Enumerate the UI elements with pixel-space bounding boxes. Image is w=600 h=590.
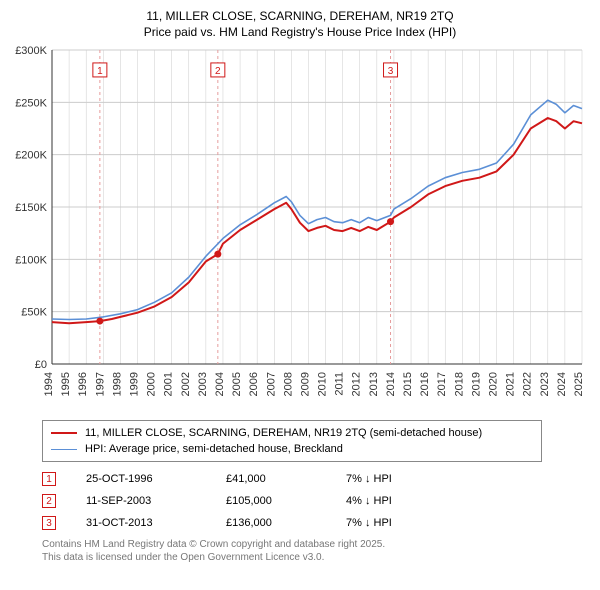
svg-text:2010: 2010 (317, 372, 329, 396)
svg-text:2001: 2001 (163, 372, 175, 396)
event-date: 11-SEP-2003 (86, 495, 226, 507)
event-row: 2 11-SEP-2003£105,0004% ↓ HPI (42, 490, 588, 512)
svg-text:2004: 2004 (214, 372, 226, 396)
event-hpi: 7% ↓ HPI (346, 473, 466, 485)
footer-line2: This data is licensed under the Open Gov… (42, 551, 588, 564)
event-hpi: 7% ↓ HPI (346, 517, 466, 529)
svg-text:1998: 1998 (111, 372, 123, 396)
svg-text:2002: 2002 (180, 372, 192, 396)
svg-text:2009: 2009 (299, 372, 311, 396)
event-marker-box: 2 (42, 494, 56, 508)
event-date: 31-OCT-2013 (86, 517, 226, 529)
svg-text:£200K: £200K (15, 150, 47, 162)
svg-text:2007: 2007 (265, 372, 277, 396)
svg-text:2014: 2014 (385, 372, 397, 396)
svg-text:2016: 2016 (419, 372, 431, 396)
title-block: 11, MILLER CLOSE, SCARNING, DEREHAM, NR1… (12, 8, 588, 40)
title-line2: Price paid vs. HM Land Registry's House … (12, 24, 588, 40)
legend: 11, MILLER CLOSE, SCARNING, DEREHAM, NR1… (42, 420, 542, 462)
svg-text:1997: 1997 (94, 372, 106, 396)
legend-swatch (51, 432, 77, 434)
svg-text:2000: 2000 (146, 372, 158, 396)
chart-area: £0 £50K £100K £150K £200K £250K £300K 1 2 3 1994 19… (12, 44, 588, 414)
svg-text:2013: 2013 (368, 372, 380, 396)
svg-text:2023: 2023 (539, 372, 551, 396)
svg-text:2018: 2018 (453, 372, 465, 396)
event-date: 25-OCT-1996 (86, 473, 226, 485)
svg-text:1994: 1994 (43, 372, 55, 396)
title-line1: 11, MILLER CLOSE, SCARNING, DEREHAM, NR1… (12, 8, 588, 24)
svg-text:2019: 2019 (470, 372, 482, 396)
svg-text:2: 2 (215, 66, 221, 77)
svg-text:2015: 2015 (402, 372, 414, 396)
event-marker-box: 1 (42, 472, 56, 486)
svg-text:£0: £0 (35, 359, 47, 371)
event-marker-box: 3 (42, 516, 56, 530)
event-hpi: 4% ↓ HPI (346, 495, 466, 507)
chart-container: 11, MILLER CLOSE, SCARNING, DEREHAM, NR1… (0, 0, 600, 590)
svg-text:2008: 2008 (282, 372, 294, 396)
event-table: 125-OCT-1996£41,0007% ↓ HPI211-SEP-2003£… (42, 468, 588, 534)
svg-text:2024: 2024 (556, 372, 568, 396)
svg-text:2005: 2005 (231, 372, 243, 396)
svg-text:2003: 2003 (197, 372, 209, 396)
event-price: £41,000 (226, 473, 346, 485)
svg-text:1995: 1995 (60, 372, 72, 396)
svg-text:1: 1 (97, 66, 103, 77)
legend-swatch (51, 449, 77, 451)
svg-text:2011: 2011 (334, 372, 346, 396)
event-price: £105,000 (226, 495, 346, 507)
event-price: £136,000 (226, 517, 346, 529)
svg-text:2006: 2006 (248, 372, 260, 396)
svg-text:1999: 1999 (128, 372, 140, 396)
svg-text:2021: 2021 (505, 372, 517, 396)
svg-text:2025: 2025 (573, 372, 585, 396)
legend-row: 11, MILLER CLOSE, SCARNING, DEREHAM, NR1… (51, 425, 533, 441)
legend-row: HPI: Average price, semi-detached house,… (51, 441, 533, 457)
svg-text:£100K: £100K (15, 255, 47, 267)
event-row: 1 25-OCT-1996£41,0007% ↓ HPI (42, 468, 588, 490)
svg-text:£250K: £250K (15, 98, 47, 110)
svg-text:3: 3 (388, 66, 394, 77)
svg-text:£50K: £50K (21, 307, 47, 319)
svg-text:2017: 2017 (436, 372, 448, 396)
svg-text:2022: 2022 (522, 372, 534, 396)
svg-text:2012: 2012 (351, 372, 363, 396)
svg-text:£300K: £300K (15, 45, 47, 57)
footer-line1: Contains HM Land Registry data © Crown c… (42, 538, 588, 551)
event-row: 3 31-OCT-2013£136,0007% ↓ HPI (42, 512, 588, 534)
svg-text:£150K: £150K (15, 202, 47, 214)
legend-label: 11, MILLER CLOSE, SCARNING, DEREHAM, NR1… (85, 427, 482, 439)
legend-label: HPI: Average price, semi-detached house,… (85, 443, 343, 455)
svg-text:1996: 1996 (77, 372, 89, 396)
footer: Contains HM Land Registry data © Crown c… (42, 538, 588, 564)
svg-text:2020: 2020 (488, 372, 500, 396)
line-chart: £0 £50K £100K £150K £200K £250K £300K 1 2 3 1994 19… (12, 44, 588, 414)
